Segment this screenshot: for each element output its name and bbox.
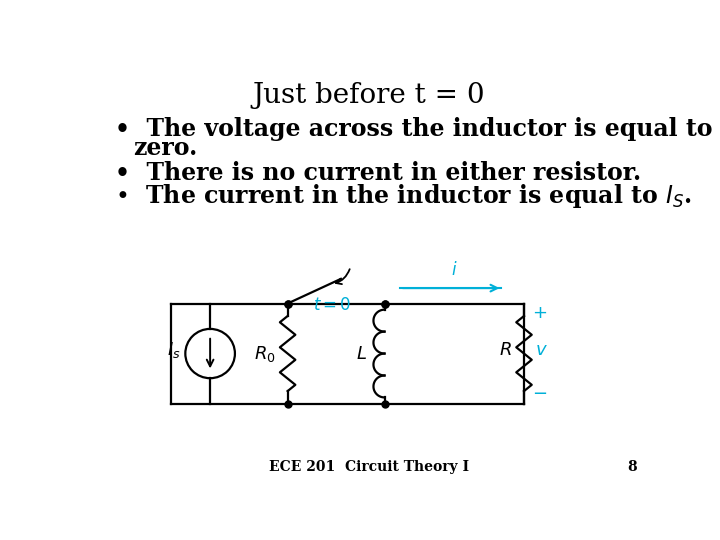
Text: •  There is no current in either resistor.: • There is no current in either resistor… [114, 161, 641, 185]
Text: •  The current in the inductor is equal to $I_S$.: • The current in the inductor is equal t… [114, 182, 691, 210]
Text: $i$: $i$ [451, 261, 457, 279]
Text: $I_s$: $I_s$ [167, 341, 181, 361]
Text: ECE 201  Circuit Theory I: ECE 201 Circuit Theory I [269, 461, 469, 475]
Text: −: − [532, 386, 547, 403]
Text: $L$: $L$ [356, 345, 367, 362]
Text: zero.: zero. [133, 137, 198, 160]
Text: 8: 8 [628, 461, 637, 475]
Text: Just before t = 0: Just before t = 0 [253, 82, 485, 109]
Text: $R$: $R$ [499, 341, 512, 359]
Text: +: + [532, 303, 546, 322]
Text: •  The voltage across the inductor is equal to: • The voltage across the inductor is equ… [114, 117, 712, 141]
Text: $R_0$: $R_0$ [253, 343, 275, 363]
Text: $t = 0$: $t = 0$ [313, 296, 351, 314]
Text: $v$: $v$ [535, 341, 548, 359]
